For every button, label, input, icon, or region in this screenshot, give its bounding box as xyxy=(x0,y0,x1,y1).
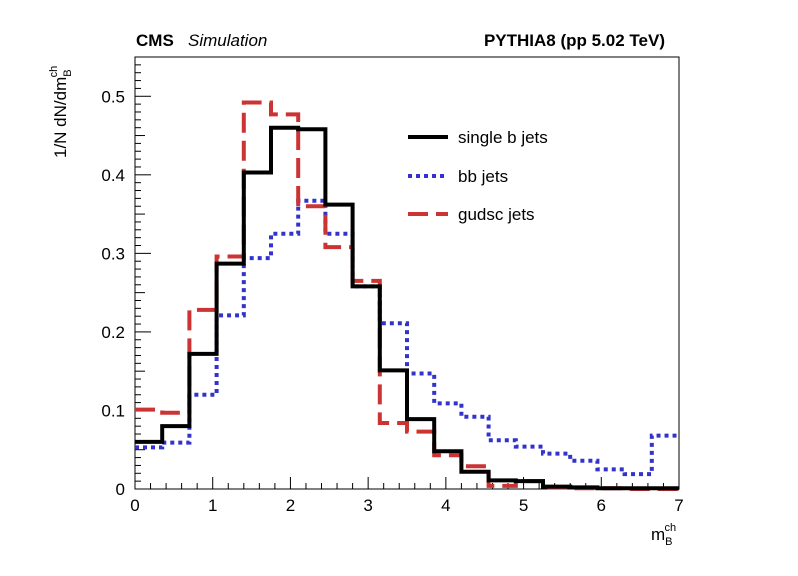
plot-frame xyxy=(134,56,680,490)
x-tick-label: 3 xyxy=(363,496,372,515)
generator-label: PYTHIA8 (pp 5.02 TeV) xyxy=(484,31,665,50)
x-tick-label: 7 xyxy=(674,496,683,515)
y-axis-title-sup: ch xyxy=(48,66,60,78)
series-line-bb-jets xyxy=(135,198,679,477)
y-axis-title-main: 1/N dN/dm xyxy=(51,77,70,158)
series-layer xyxy=(135,100,679,491)
y-tick-label: 0.3 xyxy=(101,244,125,263)
y-tick-label: 0.1 xyxy=(101,401,125,420)
y-axis-title-sub: B xyxy=(62,69,74,76)
y-tick-label: 0 xyxy=(116,480,125,499)
y-axis: 0 0.1 0.2 0.3 0.4 0.5 xyxy=(101,64,151,499)
legend-label: gudsc jets xyxy=(458,205,535,224)
y-axis-title: 1/N dN/dmBch xyxy=(48,66,74,158)
x-tick-label: 1 xyxy=(208,496,217,515)
status-label: Simulation xyxy=(188,31,267,50)
x-tick-label: 4 xyxy=(441,496,450,515)
legend: single b jets bb jets gudsc jets xyxy=(408,128,548,224)
legend-label: single b jets xyxy=(458,128,548,147)
x-axis: 0 1 2 3 4 5 6 7 xyxy=(130,477,684,515)
x-tick-label: 0 xyxy=(130,496,139,515)
y-tick-label: 0.4 xyxy=(101,166,125,185)
experiment-label: CMS xyxy=(136,31,174,50)
legend-label: bb jets xyxy=(458,167,508,186)
series-line-single-b-jets xyxy=(135,125,679,491)
x-axis-title-sub: B xyxy=(665,536,672,548)
y-tick-label: 0.2 xyxy=(101,323,125,342)
x-tick-label: 6 xyxy=(597,496,606,515)
x-axis-title-sup: ch xyxy=(665,522,677,534)
x-tick-label: 2 xyxy=(286,496,295,515)
y-tick-label: 0.5 xyxy=(101,87,125,106)
x-axis-title-main: m xyxy=(651,525,665,544)
x-tick-label: 5 xyxy=(519,496,528,515)
x-axis-title: mBch xyxy=(651,522,676,548)
